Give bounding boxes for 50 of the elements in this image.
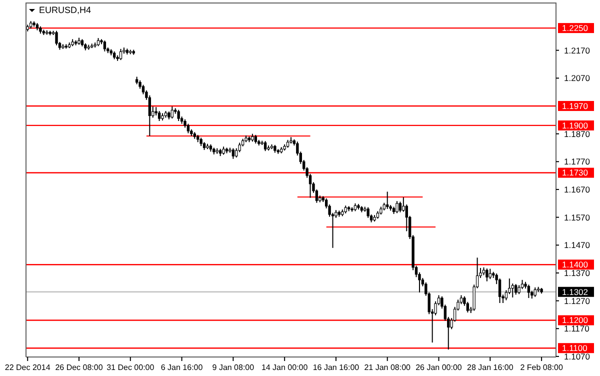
- ref-line-label: 1.1302: [562, 286, 588, 297]
- candlestick: [527, 284, 530, 298]
- x-tick-label: 6 Jan 16:00: [160, 363, 204, 372]
- candlestick: [170, 106, 174, 119]
- y-tick-label: 1.1470: [564, 240, 590, 250]
- x-tick-label: 2 Feb 08:00: [520, 363, 564, 372]
- candlestick: [103, 40, 106, 52]
- x-tick-label: 26 Jan 00:00: [416, 363, 462, 372]
- x-tick-label: 9 Jan 08:00: [212, 363, 255, 372]
- y-tick-label: 1.1270: [564, 296, 590, 306]
- chart-title: EURUSD,H4: [39, 5, 92, 15]
- candlestick: [232, 148, 235, 160]
- y-tick-label: 1.1370: [564, 268, 590, 278]
- ref-line-label: 1.2250: [562, 23, 588, 34]
- y-tick-label: 1.2170: [564, 45, 590, 56]
- candlestick: [486, 268, 488, 282]
- candlestick: [398, 201, 402, 213]
- y-tick-label: 1.1670: [564, 184, 590, 194]
- candlestick: [366, 206, 370, 218]
- candlestick: [534, 286, 536, 298]
- x-tick-label: 31 Dec 00:00: [106, 363, 155, 372]
- candlestick: [386, 191, 389, 210]
- x-tick-label: 26 Dec 08:00: [55, 363, 104, 372]
- y-tick-label: 1.1170: [564, 324, 590, 334]
- y-tick-label: 1.1770: [564, 156, 590, 167]
- candlestick: [177, 109, 180, 122]
- candlestick: [186, 123, 190, 134]
- x-tick-label: 22 Dec 2014: [4, 363, 51, 372]
- y-tick-label: 1.2070: [564, 73, 590, 84]
- candlestick: [148, 94, 152, 137]
- x-tick-label: 21 Jan 08:00: [364, 363, 412, 372]
- y-tick-label: 1.1870: [564, 128, 590, 139]
- candlestick: [396, 200, 398, 214]
- x-tick-label: 14 Jan 00:00: [261, 363, 308, 372]
- ref-line-label: 1.1970: [562, 100, 588, 111]
- candlestick: [488, 268, 492, 280]
- x-tick-label: 16 Jan 16:00: [312, 363, 360, 372]
- y-tick-label: 1.1570: [564, 212, 590, 222]
- ref-line-label: 1.1100: [562, 343, 588, 354]
- ref-line-label: 1.1900: [562, 120, 588, 130]
- ref-line-label: 1.1730: [562, 168, 588, 178]
- ref-line-label: 1.1200: [562, 315, 588, 326]
- y-tick-label: 1.1070: [564, 351, 590, 362]
- x-tick-label: 28 Jan 16:00: [467, 363, 514, 372]
- candlestick: [119, 48, 122, 61]
- candlestick: [55, 30, 58, 46]
- candlestick: [514, 284, 518, 296]
- candlestick: [158, 110, 161, 122]
- candlestick: [264, 140, 267, 152]
- ref-line-label: 1.1400: [562, 260, 588, 270]
